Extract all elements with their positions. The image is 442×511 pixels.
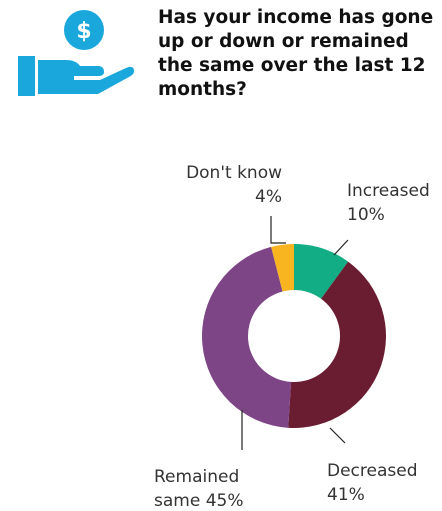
slice-don-t-know bbox=[271, 244, 294, 292]
label-line-don-t-know-2: 4% bbox=[255, 187, 282, 207]
label-line-remained-same-1: Remained bbox=[154, 467, 239, 487]
dollar-sign: $ bbox=[76, 19, 91, 44]
label-line-remained-same-2: same 45% bbox=[154, 491, 243, 511]
hand-icon bbox=[38, 60, 135, 94]
label-line-decreased-2: 41% bbox=[327, 485, 365, 505]
leader-lines bbox=[241, 216, 349, 450]
leader-line-decreased bbox=[329, 427, 346, 444]
hand-holding-dollar-icon: $ bbox=[18, 10, 135, 96]
slice-labels: Increased 10% Decreased 41% Remained same 45%… bbox=[154, 163, 430, 511]
hand-cuff-icon bbox=[18, 56, 35, 96]
label-don-t-know: Don't know 4% bbox=[186, 163, 282, 207]
label-line-increased-2: 10% bbox=[347, 205, 385, 225]
slice-increased bbox=[294, 244, 349, 299]
question-title: Has your income has gone up or down or r… bbox=[158, 7, 434, 100]
label-remained-same: Remained same 45% bbox=[154, 467, 243, 511]
slice-decreased bbox=[288, 261, 386, 428]
donut-slices bbox=[202, 244, 386, 428]
label-line-decreased-1: Decreased bbox=[327, 461, 418, 481]
label-line-don-t-know-1: Don't know bbox=[186, 163, 282, 183]
label-increased: Increased 10% bbox=[347, 181, 430, 225]
leader-line-don-t-know bbox=[270, 216, 286, 244]
label-line-increased-1: Increased bbox=[347, 181, 430, 201]
dollar-coin-icon bbox=[64, 10, 104, 50]
leader-line-increased bbox=[333, 239, 349, 256]
label-decreased: Decreased 41% bbox=[327, 461, 418, 505]
slice-remained-same bbox=[202, 246, 292, 428]
